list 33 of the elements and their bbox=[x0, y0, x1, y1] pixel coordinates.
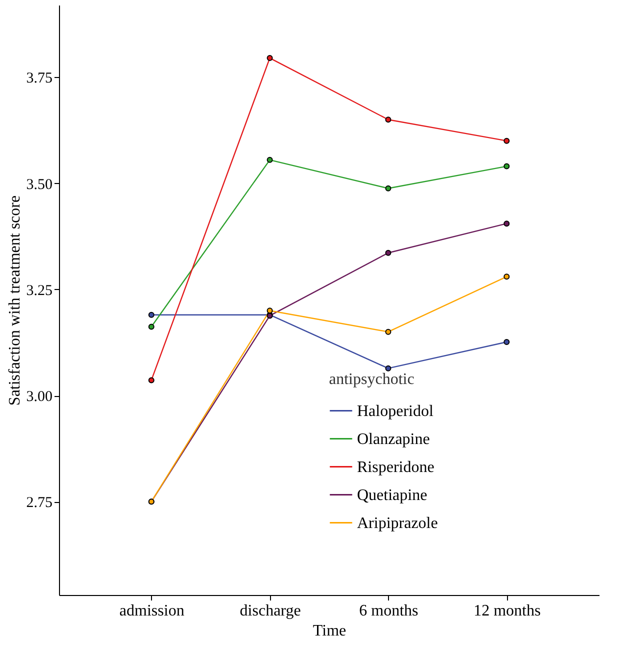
point bbox=[504, 163, 510, 170]
legend-label: Olanzapine bbox=[357, 430, 430, 448]
point bbox=[148, 377, 154, 384]
legend-label: Aripiprazole bbox=[357, 514, 438, 532]
point bbox=[266, 55, 273, 62]
y-tick-label: 3.00 bbox=[26, 389, 52, 406]
y-tick-label: 3.50 bbox=[26, 176, 52, 193]
y-tick-label: 3.25 bbox=[26, 282, 52, 299]
legend-label: Haloperidol bbox=[357, 402, 434, 420]
point bbox=[148, 312, 154, 318]
point bbox=[266, 308, 273, 314]
y-tick-label: 3.75 bbox=[26, 70, 52, 87]
x-tick-label: 6 months bbox=[359, 602, 418, 620]
point bbox=[504, 274, 510, 280]
legend-label: Quetiapine bbox=[357, 486, 428, 504]
point bbox=[504, 220, 510, 227]
y-tick-label: 2.75 bbox=[26, 495, 52, 512]
legend-label: Risperidone bbox=[357, 458, 434, 476]
point bbox=[385, 250, 392, 256]
point bbox=[385, 365, 392, 372]
point bbox=[385, 185, 392, 192]
point bbox=[504, 339, 510, 346]
point bbox=[385, 328, 392, 335]
x-tick-label: 12 months bbox=[474, 602, 541, 620]
point bbox=[504, 138, 510, 144]
x-tick-label: discharge bbox=[240, 602, 301, 620]
x-tick-label: admission bbox=[119, 602, 184, 620]
legend-title: antipsychotic bbox=[329, 370, 414, 388]
x-axis-title: Time bbox=[312, 622, 346, 640]
point bbox=[385, 116, 392, 123]
y-axis-title: Satisfaction with treatment score bbox=[6, 195, 24, 406]
point bbox=[148, 324, 154, 330]
point bbox=[266, 156, 273, 163]
